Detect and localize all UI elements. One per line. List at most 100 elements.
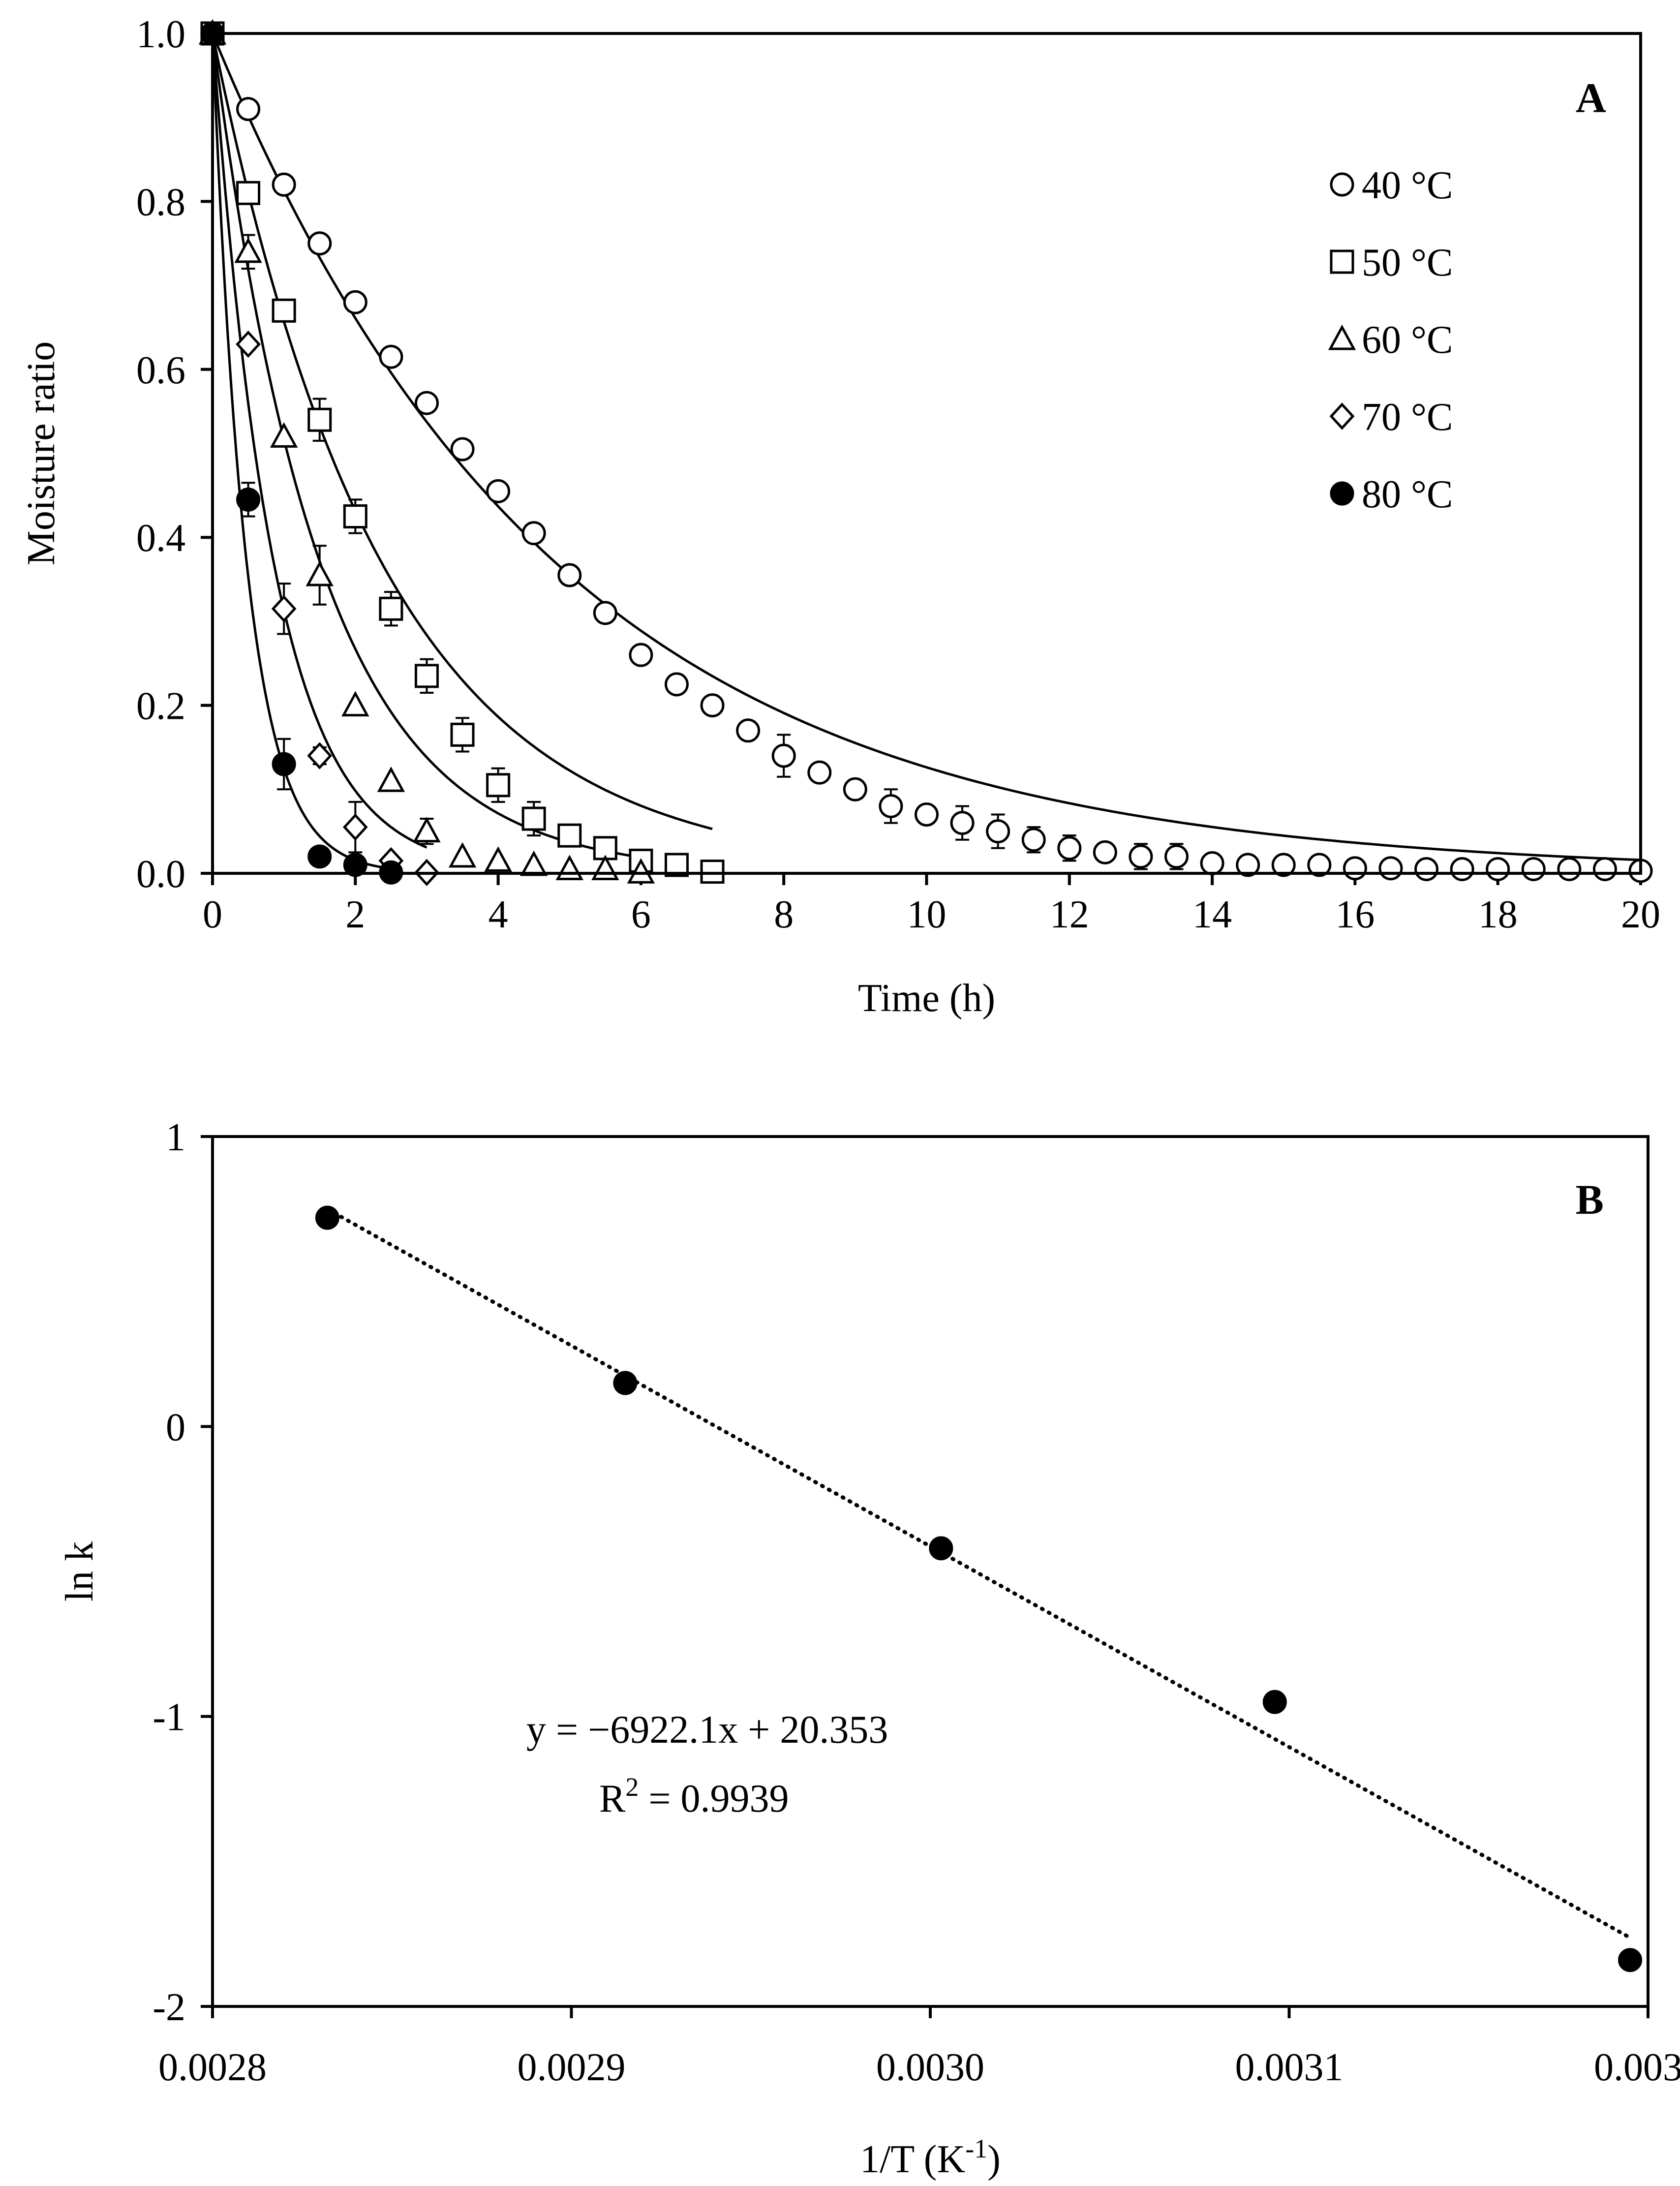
data-point xyxy=(272,172,296,197)
data-point xyxy=(1557,857,1582,881)
data-point xyxy=(271,595,297,622)
r-squared-sup: 2 xyxy=(625,1772,639,1802)
data-point xyxy=(377,767,405,792)
fit-curve xyxy=(211,33,1641,862)
data-point xyxy=(807,760,832,785)
data-point xyxy=(700,693,725,718)
data-point xyxy=(1592,857,1617,881)
panel-a-x-tick-label: 0 xyxy=(203,893,222,936)
panel-b-y-axis-label: ln k xyxy=(58,1541,101,1601)
panel-b-x-axis-label-sup: -1 xyxy=(965,2134,987,2163)
panel-a-x-tick-label: 2 xyxy=(345,893,365,936)
fit-curve xyxy=(211,33,428,849)
data-point xyxy=(315,1205,339,1230)
panel-a-x-tick-label: 6 xyxy=(631,893,651,936)
data-point xyxy=(272,298,296,323)
data-point xyxy=(414,391,439,415)
data-point xyxy=(236,181,261,205)
panel-a-legend: 40 °C 50 °C 60 °C 70 °C 80 °C xyxy=(1328,164,1453,516)
data-point xyxy=(343,853,367,877)
panel-b-x-tick-label: 0.0032 xyxy=(1594,2046,1680,2089)
panel-a-y-axis-label: Moisture ratio xyxy=(20,341,63,565)
panel-a-x-tick-label: 12 xyxy=(1050,893,1089,936)
panel-b-x-axis-label: 1/T (K-1) xyxy=(860,2134,1001,2181)
data-point xyxy=(379,596,403,621)
data-point xyxy=(414,664,439,688)
panel-b-ticks: 0.0028 0.0029 0.0030 0.0031 0.0032 -2 -1 0 1 xyxy=(153,1116,1680,2089)
data-point xyxy=(929,1536,953,1561)
data-point xyxy=(448,842,477,868)
data-point xyxy=(1093,840,1117,864)
r-squared-value: = 0.9939 xyxy=(639,1777,789,1820)
data-point xyxy=(1378,856,1403,881)
panel-b-y-tick-label: -2 xyxy=(153,1986,185,2029)
data-point xyxy=(307,231,332,256)
panel-b-x-tick-label: 0.0030 xyxy=(876,2046,984,2089)
panel-b-plot-frame xyxy=(211,1135,1649,2008)
data-point xyxy=(486,773,511,798)
data-point xyxy=(307,742,333,770)
data-point xyxy=(1200,851,1224,876)
data-point xyxy=(413,817,441,843)
data-point xyxy=(629,643,653,667)
panel-a-label: A xyxy=(1576,74,1606,122)
data-point xyxy=(986,819,1010,844)
panel-b-x-axis-label-main: 1/T (K xyxy=(860,2138,965,2181)
data-point xyxy=(1262,1690,1287,1714)
legend-marker xyxy=(1330,481,1354,506)
panel-a-plot-frame xyxy=(211,32,1642,875)
panel-a-x-tick-label: 10 xyxy=(907,893,947,936)
data-point xyxy=(1307,853,1332,877)
data-point xyxy=(270,422,298,448)
panel-b-y-tick-label: -1 xyxy=(153,1696,185,1739)
legend-label: 80 °C xyxy=(1362,473,1453,516)
panel-a-ticks: 0 2 4 6 8 10 12 14 16 18 20 0.0 0.2 0.4 0.6 0.8 1.0 xyxy=(136,13,1660,936)
data-point xyxy=(736,718,761,743)
panel-a-x-tick-label: 16 xyxy=(1335,893,1375,936)
r-squared-prefix: R xyxy=(599,1777,626,1820)
panel-a-y-tick-label: 0.2 xyxy=(136,685,185,728)
legend-marker xyxy=(1328,324,1356,350)
data-point xyxy=(342,813,368,841)
panel-a-y-tick-label: 0.8 xyxy=(136,181,185,224)
data-point xyxy=(343,290,367,314)
panel-a-x-tick-label: 4 xyxy=(489,893,508,936)
data-point xyxy=(484,846,512,872)
data-point xyxy=(305,560,334,586)
data-point xyxy=(236,97,261,122)
trendline-equation: y = −6922.1x + 20.353 xyxy=(526,1708,888,1752)
panel-b-x-tick-label: 0.0029 xyxy=(518,2046,626,2089)
panel-a-y-tick-label: 0.6 xyxy=(136,349,185,392)
data-point xyxy=(950,811,975,835)
legend-marker xyxy=(1329,402,1355,430)
panel-a-x-tick-label: 14 xyxy=(1192,893,1232,936)
panel-a-y-tick-label: 0.0 xyxy=(136,853,185,896)
panel-a-data-points xyxy=(198,19,1653,886)
data-point xyxy=(1164,844,1189,869)
data-point xyxy=(486,479,511,503)
data-point xyxy=(450,437,475,462)
panel-b-y-tick-label: 0 xyxy=(166,1406,185,1449)
panel-b-data-points xyxy=(315,1205,1643,1972)
data-point xyxy=(613,1371,638,1395)
legend-label: 50 °C xyxy=(1362,241,1453,284)
legend-label: 40 °C xyxy=(1362,164,1453,207)
legend-marker xyxy=(1330,172,1354,197)
data-point xyxy=(879,794,903,818)
legend-marker xyxy=(1330,249,1354,274)
data-point xyxy=(379,344,403,369)
panel-b-label: B xyxy=(1576,1176,1604,1223)
data-point xyxy=(771,743,796,768)
legend-label: 70 °C xyxy=(1362,396,1453,439)
data-point xyxy=(236,487,261,512)
panel-a-y-tick-label: 0.4 xyxy=(136,517,185,560)
data-point xyxy=(521,521,546,546)
data-point xyxy=(343,504,367,529)
panel-a-x-axis-label: Time (h) xyxy=(858,977,995,1020)
legend-label: 60 °C xyxy=(1362,318,1453,362)
data-point xyxy=(341,691,369,717)
data-point xyxy=(234,237,262,263)
data-point xyxy=(1236,853,1260,877)
data-point xyxy=(627,858,655,884)
panel-b-trendline xyxy=(325,1207,1632,1940)
